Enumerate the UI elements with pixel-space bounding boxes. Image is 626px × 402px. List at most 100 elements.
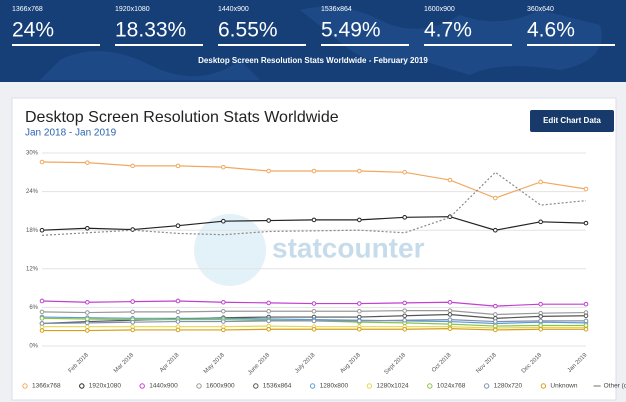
data-point xyxy=(39,328,45,333)
data-point xyxy=(39,321,45,326)
data-point xyxy=(447,177,453,183)
data-point xyxy=(39,227,45,233)
y-tick-label: 12% xyxy=(26,266,39,272)
stat-underline xyxy=(12,44,100,46)
data-point xyxy=(311,217,317,223)
data-point xyxy=(130,319,135,325)
y-tick-label: 24% xyxy=(26,189,39,195)
stat-underline xyxy=(321,44,409,46)
data-point xyxy=(583,186,589,192)
legend-label: 1440x900 xyxy=(149,383,178,390)
data-point xyxy=(538,323,543,328)
data-point xyxy=(493,195,498,201)
legend-swatch xyxy=(139,383,145,389)
legend-label: 1024x768 xyxy=(437,383,466,390)
data-point xyxy=(583,323,589,328)
data-point xyxy=(39,309,45,315)
data-point xyxy=(130,163,135,169)
data-point xyxy=(85,160,90,165)
data-point xyxy=(266,218,271,223)
data-point xyxy=(175,298,181,304)
edit-button-label[interactable]: Edit Chart Data xyxy=(543,116,601,125)
data-point xyxy=(85,225,90,231)
data-point xyxy=(493,319,498,324)
data-point xyxy=(311,168,317,174)
data-point xyxy=(175,309,181,315)
data-point xyxy=(311,326,317,332)
data-point xyxy=(221,218,226,224)
data-point xyxy=(583,318,589,324)
data-point xyxy=(39,298,45,304)
legend-label: 1600x900 xyxy=(206,383,235,390)
data-point xyxy=(538,179,543,185)
legend-swatch xyxy=(540,383,547,389)
data-point xyxy=(583,220,589,226)
data-point xyxy=(583,313,589,319)
legend-label: 1366x768 xyxy=(32,383,61,390)
data-point xyxy=(538,314,543,319)
data-point xyxy=(493,227,498,233)
legend-swatch xyxy=(79,383,85,389)
stat-underline xyxy=(424,44,512,46)
stat-underline xyxy=(218,44,306,46)
data-point xyxy=(311,301,317,306)
stat-value: 4.7% xyxy=(424,19,472,42)
data-point xyxy=(583,326,589,332)
stat-value: 5.49% xyxy=(321,19,381,42)
data-point xyxy=(357,301,362,306)
chart-card xyxy=(11,97,617,401)
stat-label: 360x640 xyxy=(527,6,554,13)
data-point xyxy=(357,318,362,324)
stat-label: 1600x900 xyxy=(424,6,455,13)
y-tick-label: 30% xyxy=(26,151,39,157)
y-tick-label: 6% xyxy=(29,305,38,311)
legend-label: 1280x800 xyxy=(320,383,349,390)
data-point xyxy=(85,316,90,322)
data-point xyxy=(221,299,226,305)
data-point xyxy=(538,301,543,307)
legend-swatch xyxy=(427,383,433,389)
header-caption: Desktop Screen Resolution Stats Worldwid… xyxy=(198,56,428,65)
stat-label: 1366x768 xyxy=(12,6,43,13)
data-point xyxy=(493,303,498,309)
data-point xyxy=(39,159,45,165)
data-point xyxy=(175,327,181,333)
legend-swatch xyxy=(253,383,259,389)
data-point xyxy=(175,319,181,324)
legend-swatch xyxy=(309,383,316,389)
data-point xyxy=(447,326,453,331)
data-point xyxy=(538,219,543,225)
data-point xyxy=(402,300,407,306)
data-point xyxy=(402,215,407,220)
data-point xyxy=(357,168,362,174)
edit-button[interactable] xyxy=(530,110,614,132)
data-point xyxy=(85,299,90,305)
legend-label: Other (dotted) xyxy=(604,383,626,390)
data-point xyxy=(175,223,181,228)
legend-label: 1280x720 xyxy=(494,383,523,390)
chart-title: Desktop Screen Resolution Stats Worldwid… xyxy=(25,109,339,126)
data-point xyxy=(402,170,407,175)
data-point xyxy=(447,317,453,322)
series-line xyxy=(41,171,587,236)
data-point xyxy=(266,300,271,306)
data-point xyxy=(221,319,226,324)
legend-swatch xyxy=(196,383,202,389)
data-point xyxy=(402,313,407,319)
stat-underline xyxy=(115,44,203,46)
data-point xyxy=(175,163,181,169)
legend-label: 1280x1024 xyxy=(376,383,409,390)
stat-value: 6.55% xyxy=(218,19,278,42)
data-point xyxy=(538,326,543,332)
data-point xyxy=(266,168,271,174)
legend-swatch xyxy=(483,383,490,389)
data-point xyxy=(130,327,135,333)
stat-value: 24% xyxy=(12,19,54,42)
data-point xyxy=(402,317,407,323)
data-point xyxy=(447,321,453,327)
data-point xyxy=(85,324,90,330)
data-point xyxy=(311,318,317,324)
data-point xyxy=(493,312,498,317)
